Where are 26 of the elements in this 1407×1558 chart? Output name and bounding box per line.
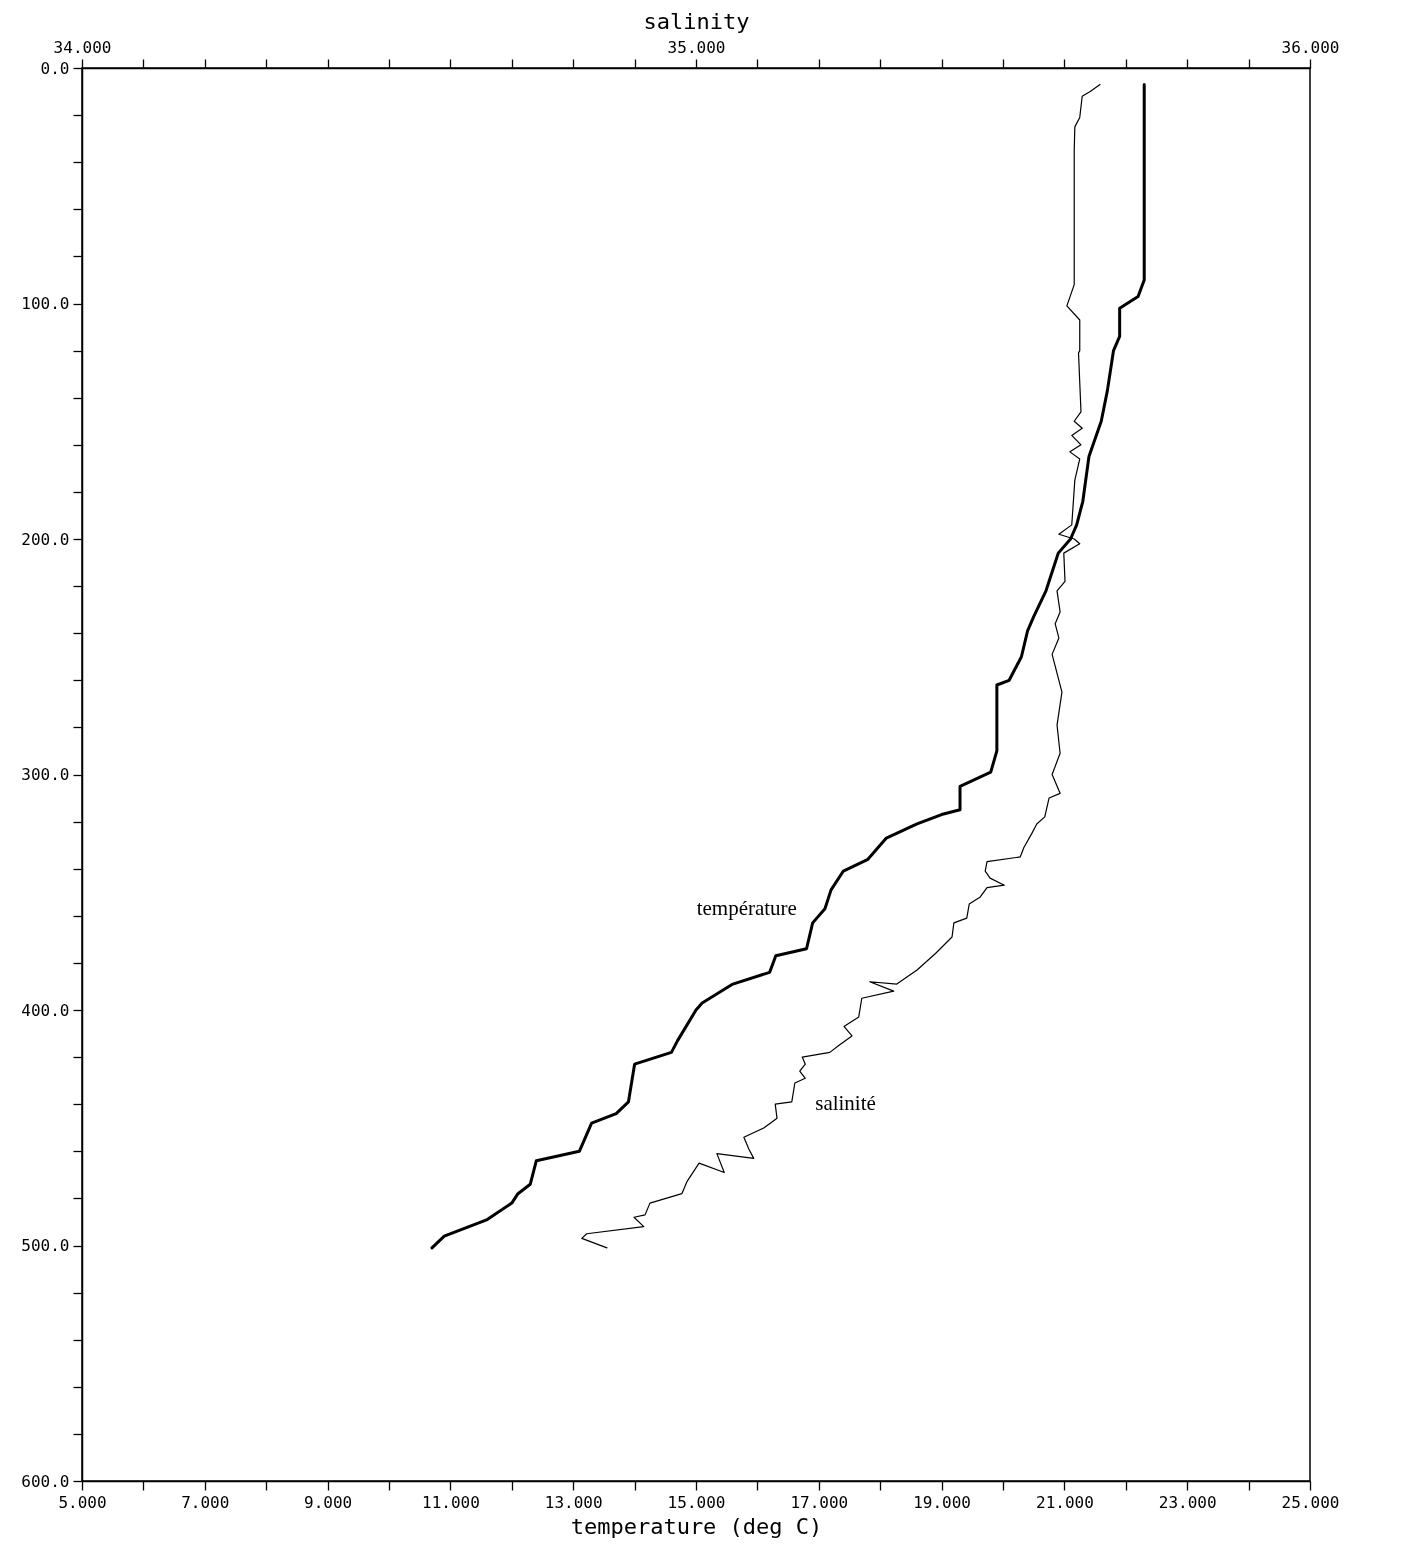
- y-tick-label: 600.0: [21, 1471, 70, 1491]
- x2-tick-label: 35.000: [667, 37, 726, 57]
- x2-axis-title: salinity: [643, 8, 750, 34]
- y-tick-label: 400.0: [21, 1000, 70, 1020]
- x-tick-label: 15.000: [667, 1492, 726, 1512]
- x2-tick-label: 36.000: [1281, 37, 1340, 57]
- y-tick-label: 0.0: [40, 58, 70, 78]
- x-tick-label: 13.000: [544, 1492, 603, 1512]
- series-label: température: [696, 895, 797, 920]
- x-tick-label: 21.000: [1036, 1492, 1094, 1512]
- y-tick-label: 500.0: [21, 1236, 70, 1255]
- x-tick-label: 7.000: [181, 1492, 230, 1512]
- x-tick-label: 9.000: [304, 1492, 353, 1512]
- x-tick-label: 25.000: [1281, 1492, 1340, 1512]
- x-axis-title: temperature (deg C): [570, 1513, 823, 1539]
- x-tick-label: 19.000: [913, 1492, 971, 1512]
- x2-tick-label: 34.000: [53, 37, 112, 57]
- y-tick-label: 200.0: [21, 529, 70, 549]
- x-tick-label: 5.000: [58, 1492, 107, 1512]
- y-tick-label: 100.0: [21, 294, 70, 313]
- x-tick-label: 17.000: [790, 1492, 849, 1512]
- line-series: [430, 82, 1146, 1250]
- x-tick-label: 11.000: [422, 1492, 480, 1512]
- y-tick-label: 300.0: [21, 765, 70, 784]
- series-label: salinité: [815, 1091, 876, 1116]
- x-tick-label: 23.000: [1158, 1492, 1217, 1512]
